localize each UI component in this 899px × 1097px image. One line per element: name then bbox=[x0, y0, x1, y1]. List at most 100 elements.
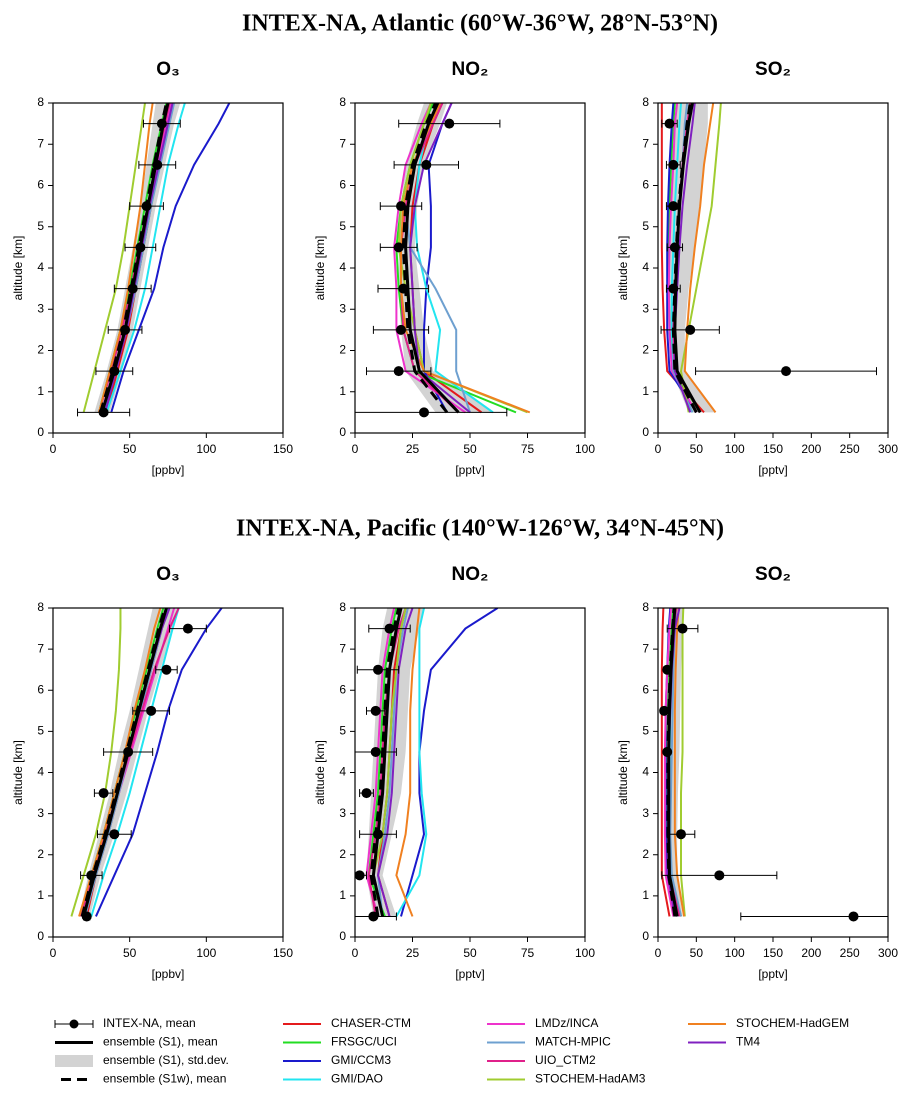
y-tick-label: 5 bbox=[37, 724, 44, 738]
x-tick-label: 75 bbox=[521, 946, 535, 960]
obs-point bbox=[676, 829, 686, 840]
x-axis-label: [ppbv] bbox=[152, 463, 185, 477]
legend-item: CHASER-CTM bbox=[283, 1016, 411, 1030]
y-tick-label: 2 bbox=[37, 343, 44, 357]
model-line bbox=[110, 103, 231, 413]
legend-label: INTEX-NA, mean bbox=[103, 1016, 196, 1030]
y-tick-label: 3 bbox=[642, 301, 649, 315]
y-axis-label: altitude [km] bbox=[616, 236, 630, 301]
legend-item: TM4 bbox=[688, 1035, 760, 1049]
y-tick-label: 4 bbox=[339, 765, 346, 779]
x-tick-label: 300 bbox=[878, 946, 898, 960]
y-tick-label: 7 bbox=[37, 641, 44, 655]
obs-point bbox=[393, 366, 404, 377]
obs-point bbox=[161, 664, 172, 675]
plot-area bbox=[355, 103, 531, 418]
plot-frame bbox=[657, 607, 889, 938]
x-tick-label: 50 bbox=[123, 946, 137, 960]
y-tick-label: 3 bbox=[642, 806, 649, 820]
x-tick-label: 100 bbox=[196, 946, 216, 960]
obs-point bbox=[373, 664, 383, 675]
y-tick-label: 6 bbox=[642, 178, 649, 192]
y-tick-label: 2 bbox=[339, 343, 346, 357]
x-tick-label: 150 bbox=[273, 946, 293, 960]
obs-point bbox=[98, 788, 109, 799]
obs-point bbox=[156, 118, 167, 129]
x-tick-label: 250 bbox=[840, 946, 860, 960]
legend-item: ensemble (S1), mean bbox=[55, 1035, 218, 1049]
y-tick-label: 1 bbox=[642, 888, 649, 902]
obs-point bbox=[373, 829, 383, 840]
legend-item: ensemble (S1), std.dev. bbox=[55, 1053, 229, 1067]
plot-frame bbox=[354, 102, 586, 434]
y-tick-label: 1 bbox=[37, 384, 44, 398]
plot-area bbox=[77, 103, 231, 418]
x-tick-label: 25 bbox=[406, 946, 420, 960]
legend-item: LMDz/INCA bbox=[487, 1016, 598, 1030]
y-tick-label: 1 bbox=[339, 888, 346, 902]
model-line bbox=[660, 103, 705, 414]
y-tick-label: 8 bbox=[37, 95, 44, 109]
y-tick-label: 5 bbox=[642, 724, 649, 738]
y-tick-label: 7 bbox=[642, 136, 649, 150]
obs-point bbox=[370, 705, 381, 716]
obs-point bbox=[120, 324, 131, 335]
y-tick-label: 8 bbox=[339, 600, 346, 614]
x-tick-label: 150 bbox=[273, 442, 293, 456]
obs-point bbox=[384, 623, 395, 634]
y-tick-label: 0 bbox=[339, 425, 346, 439]
obs-point bbox=[714, 870, 725, 881]
y-tick-label: 0 bbox=[37, 425, 44, 439]
x-tick-label: 100 bbox=[725, 442, 745, 456]
legend-label: STOCHEM-HadAM3 bbox=[535, 1072, 646, 1086]
x-tick-label: 50 bbox=[463, 442, 477, 456]
y-tick-label: 4 bbox=[37, 765, 44, 779]
obs-point bbox=[127, 283, 138, 294]
obs-point bbox=[668, 201, 679, 212]
obs-point bbox=[368, 911, 379, 922]
obs-point bbox=[669, 242, 680, 253]
model-line bbox=[423, 103, 453, 413]
y-tick-label: 7 bbox=[339, 641, 346, 655]
obs-point bbox=[396, 324, 406, 335]
legend-label: FRSGC/UCI bbox=[331, 1035, 397, 1049]
legend-label: CHASER-CTM bbox=[331, 1016, 411, 1030]
x-tick-label: 0 bbox=[655, 442, 662, 456]
y-tick-label: 0 bbox=[642, 425, 649, 439]
obs-point bbox=[81, 911, 92, 922]
y-tick-label: 5 bbox=[339, 219, 346, 233]
y-tick-label: 2 bbox=[642, 847, 649, 861]
x-tick-label: 200 bbox=[801, 946, 821, 960]
y-tick-label: 6 bbox=[37, 178, 44, 192]
legend-item: STOCHEM-HadAM3 bbox=[487, 1072, 646, 1086]
error-bar bbox=[740, 912, 888, 921]
std-band bbox=[398, 103, 493, 413]
legend-item: MATCH-MPIC bbox=[487, 1035, 611, 1049]
y-tick-label: 0 bbox=[642, 929, 649, 943]
x-tick-label: 0 bbox=[352, 946, 359, 960]
y-axis-label: altitude [km] bbox=[313, 236, 327, 301]
obs-point bbox=[659, 705, 670, 716]
model-line bbox=[90, 608, 180, 917]
y-tick-label: 2 bbox=[37, 847, 44, 861]
model-line bbox=[95, 608, 223, 917]
legend-item: GMI/CCM3 bbox=[283, 1053, 391, 1067]
obs-point bbox=[109, 829, 120, 840]
obs-point bbox=[141, 201, 152, 212]
y-tick-label: 4 bbox=[339, 260, 346, 274]
legend-label: ensemble (S1w), mean bbox=[103, 1072, 226, 1086]
plot-area bbox=[660, 103, 877, 414]
x-axis-label: [pptv] bbox=[455, 967, 484, 981]
y-tick-label: 6 bbox=[339, 682, 346, 696]
y-tick-label: 3 bbox=[37, 301, 44, 315]
panel-title: O₃ bbox=[156, 59, 180, 80]
legend-label: STOCHEM-HadGEM bbox=[736, 1016, 849, 1030]
model-line bbox=[679, 103, 722, 413]
y-tick-label: 3 bbox=[339, 806, 346, 820]
plot-area bbox=[355, 608, 499, 922]
x-tick-label: 0 bbox=[50, 946, 57, 960]
y-tick-label: 8 bbox=[37, 600, 44, 614]
legend-swatch bbox=[69, 1019, 79, 1029]
y-tick-label: 4 bbox=[642, 260, 649, 274]
obs-point bbox=[662, 664, 673, 675]
